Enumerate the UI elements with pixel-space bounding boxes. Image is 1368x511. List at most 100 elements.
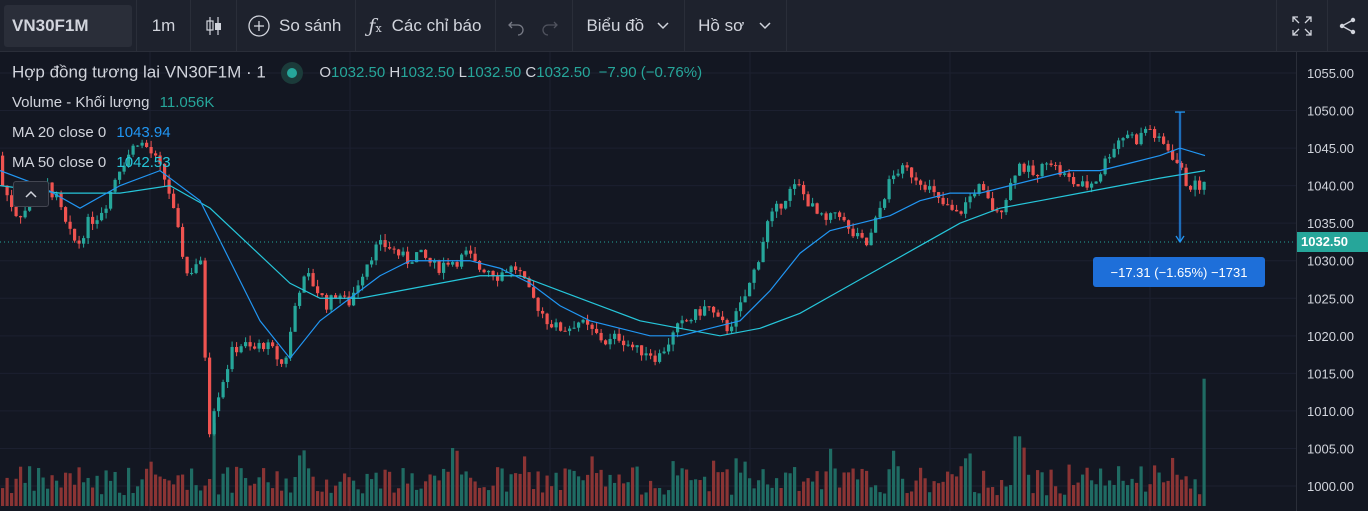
candle-body bbox=[1090, 183, 1094, 188]
volume-bar bbox=[356, 489, 360, 506]
volume-bar bbox=[577, 476, 581, 506]
volume-bar bbox=[1180, 479, 1184, 506]
candle-body bbox=[608, 338, 612, 345]
indicators-button[interactable]: ƒx Các chỉ báo bbox=[356, 0, 495, 51]
candle-body bbox=[199, 260, 203, 265]
volume-bar bbox=[658, 488, 662, 506]
candle-body bbox=[280, 359, 284, 364]
candle-body bbox=[262, 343, 266, 350]
volume-bar bbox=[550, 486, 554, 506]
candle-body bbox=[1130, 134, 1134, 136]
candle-body bbox=[1085, 181, 1089, 188]
volume-bar bbox=[977, 493, 981, 506]
volume-bar bbox=[1000, 480, 1004, 506]
candle-style-button[interactable] bbox=[191, 0, 236, 51]
candle-body bbox=[775, 203, 779, 212]
volume-bar bbox=[572, 470, 576, 506]
volume-bar bbox=[820, 489, 824, 506]
candle-body bbox=[325, 295, 329, 310]
volume-bar bbox=[199, 490, 203, 506]
candle-body bbox=[5, 185, 9, 196]
candle-body bbox=[1148, 128, 1152, 130]
fullscreen-icon bbox=[1292, 15, 1312, 36]
indicators-label: Các chỉ báo bbox=[391, 15, 482, 35]
volume-label[interactable]: Volume - Khối lượng bbox=[12, 94, 150, 111]
price-tick-label: 1035.00 bbox=[1307, 216, 1354, 231]
candle-body bbox=[563, 330, 567, 332]
volume-bar bbox=[865, 470, 869, 506]
candle-body bbox=[937, 192, 941, 198]
volume-bar bbox=[568, 469, 572, 506]
candle-body bbox=[1189, 185, 1193, 190]
share-button[interactable] bbox=[1328, 0, 1368, 51]
volume-bar bbox=[235, 466, 239, 506]
volume-bar bbox=[815, 471, 819, 506]
volume-bar bbox=[860, 468, 864, 506]
undo-button[interactable] bbox=[496, 0, 536, 51]
volume-bar bbox=[131, 493, 135, 506]
volume-bar bbox=[482, 487, 486, 506]
volume-bar bbox=[118, 492, 122, 506]
volume-bar bbox=[689, 480, 693, 506]
candle-body bbox=[158, 155, 162, 164]
volume-bar bbox=[1072, 485, 1076, 506]
compare-label: So sánh bbox=[279, 15, 342, 35]
compare-button[interactable]: So sánh bbox=[237, 0, 355, 51]
candle-body bbox=[757, 262, 761, 270]
candle-body bbox=[923, 184, 927, 190]
candle-body bbox=[203, 260, 207, 358]
volume-bar bbox=[518, 473, 522, 506]
collapse-legend-button[interactable] bbox=[13, 181, 49, 207]
volume-bar bbox=[239, 468, 243, 506]
volume-bar bbox=[136, 486, 140, 506]
volume-bar bbox=[32, 490, 36, 506]
candle-body bbox=[1099, 174, 1103, 182]
candle-body bbox=[824, 213, 828, 220]
ma20-label[interactable]: MA 20 close 0 bbox=[12, 124, 107, 141]
candle-body bbox=[568, 328, 572, 332]
volume-bar bbox=[122, 495, 126, 506]
function-icon: ƒx bbox=[368, 14, 382, 37]
volume-bar bbox=[995, 495, 999, 506]
candle-body bbox=[635, 345, 639, 348]
volume-bar bbox=[500, 468, 504, 506]
symbol-search-button[interactable]: VN30F1M bbox=[4, 4, 132, 47]
price-tick-label: 1025.00 bbox=[1307, 291, 1354, 306]
volume-bar bbox=[986, 487, 990, 506]
volume-bar bbox=[73, 484, 77, 506]
ma50-label[interactable]: MA 50 close 0 bbox=[12, 154, 107, 171]
chart-type-dropdown[interactable]: Biểu đồ bbox=[573, 0, 684, 51]
volume-bar bbox=[451, 447, 455, 506]
volume-bar bbox=[626, 482, 630, 506]
volume-bar bbox=[217, 494, 221, 506]
volume-bar bbox=[766, 484, 770, 506]
candle-body bbox=[1076, 184, 1080, 187]
candle-body bbox=[446, 262, 450, 265]
volume-legend: Volume - Khối lượng 11.056K bbox=[12, 94, 214, 111]
candle-body bbox=[388, 247, 392, 249]
price-chart[interactable] bbox=[0, 52, 1296, 511]
volume-bar bbox=[167, 480, 171, 506]
candle-body bbox=[406, 251, 410, 264]
profile-dropdown[interactable]: Hồ sơ bbox=[685, 0, 786, 51]
candle-body bbox=[410, 262, 414, 264]
volume-bar bbox=[289, 492, 293, 506]
volume-bar bbox=[374, 472, 378, 506]
candle-body bbox=[577, 322, 581, 328]
series-title[interactable]: Hợp đồng tương lai VN30F1M · 1 bbox=[12, 62, 266, 82]
candle-body bbox=[100, 212, 104, 221]
candle-body bbox=[640, 345, 644, 356]
volume-bar bbox=[887, 469, 891, 506]
volume-bar bbox=[464, 471, 468, 506]
fullscreen-button[interactable] bbox=[1277, 0, 1327, 51]
volume-bar bbox=[28, 466, 32, 506]
volume-bar bbox=[1157, 472, 1161, 506]
interval-button[interactable]: 1m bbox=[137, 0, 190, 51]
candle-body bbox=[928, 186, 932, 190]
candle-body bbox=[176, 208, 180, 228]
volume-bar bbox=[491, 485, 495, 506]
redo-button[interactable] bbox=[536, 0, 572, 51]
open-label: O bbox=[319, 64, 331, 82]
volume-bar bbox=[905, 493, 909, 506]
price-axis[interactable]: 1055.00 1050.00 1045.00 1040.00 1035.00 1030.… bbox=[1296, 52, 1368, 511]
